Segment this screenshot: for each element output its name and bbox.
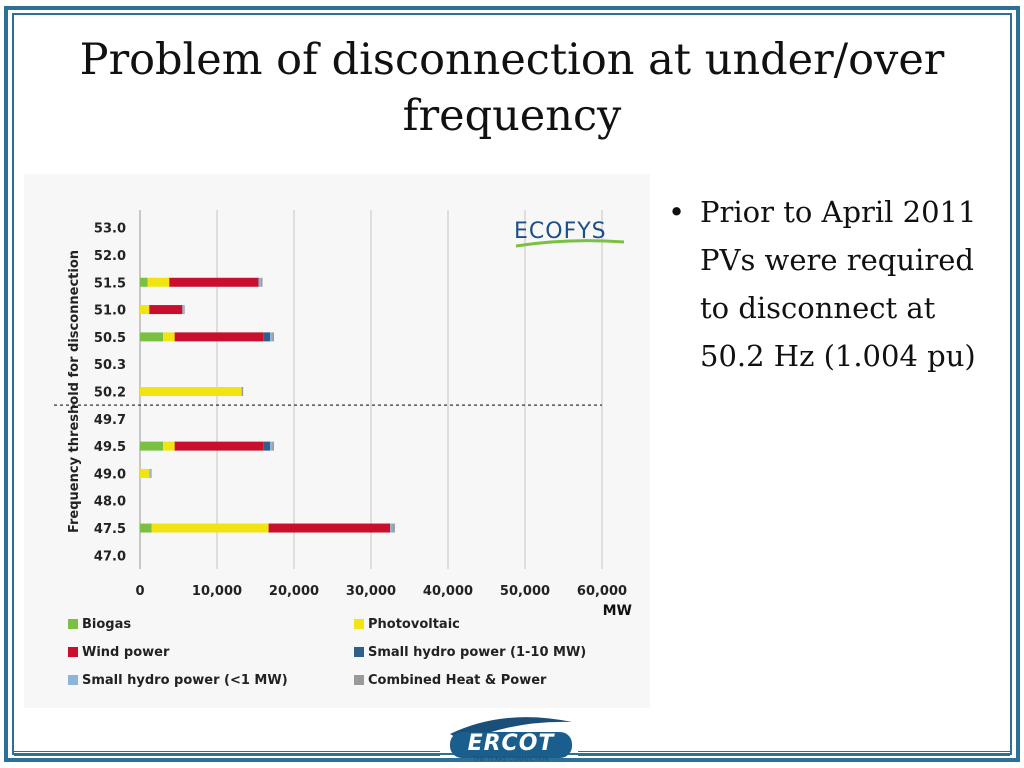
bar-segment bbox=[263, 441, 271, 451]
legend-swatch bbox=[68, 619, 78, 629]
legend-swatch bbox=[354, 675, 364, 685]
bullet-list: • Prior to April 2011 PVs were required … bbox=[660, 188, 978, 380]
chart-panel: 0 10,000 20,000 30,000 40,000 50,000 60,000 MW 5… bbox=[24, 174, 650, 708]
x-tick-label: 20,000 bbox=[269, 584, 319, 599]
y-tick-label: 50.5 bbox=[94, 331, 126, 346]
legend-swatch bbox=[354, 647, 364, 657]
y-tick-label: 51.0 bbox=[94, 304, 126, 319]
bullet-item: • Prior to April 2011 PVs were required … bbox=[660, 188, 978, 380]
bar-segment bbox=[263, 332, 271, 342]
y-axis-title: Frequency threshold for disconnection bbox=[67, 250, 82, 533]
y-tick-label: 50.3 bbox=[94, 358, 126, 373]
bar-segment bbox=[147, 277, 170, 287]
bar-segment bbox=[270, 441, 273, 451]
bar-segment bbox=[272, 441, 274, 451]
y-tick-label: 49.7 bbox=[94, 413, 126, 428]
slide-title: Problem of disconnection at under/over f… bbox=[79, 35, 945, 141]
bar-segment bbox=[183, 305, 185, 315]
legend-label: Small hydro power (1-10 MW) bbox=[368, 645, 586, 660]
bullet-symbol: • bbox=[668, 195, 686, 229]
bar-segment bbox=[163, 441, 175, 451]
ercot-wordmark: ERCOT bbox=[467, 731, 555, 756]
bar-segment bbox=[174, 332, 264, 342]
legend-label: Small hydro power (<1 MW) bbox=[82, 673, 288, 688]
bar-segment bbox=[182, 305, 184, 315]
bar-segment bbox=[390, 523, 393, 533]
ercot-swoosh-icon bbox=[450, 717, 572, 758]
bar-segment bbox=[163, 332, 175, 342]
legend-swatch bbox=[68, 647, 78, 657]
y-tick-label: 49.0 bbox=[94, 467, 126, 482]
y-tick-label: 51.5 bbox=[94, 276, 126, 291]
bar-segment bbox=[140, 441, 164, 451]
legend-label: Combined Heat & Power bbox=[368, 673, 547, 688]
x-tick-label: 30,000 bbox=[346, 584, 396, 599]
y-tick-label: 49.5 bbox=[94, 440, 126, 455]
legend-swatch bbox=[354, 619, 364, 629]
y-tick-label: 53.0 bbox=[94, 222, 126, 237]
ercot-tagline: THE TEXAS CONNECTION bbox=[473, 756, 549, 763]
bar-segment bbox=[151, 523, 269, 533]
x-tick-label: 10,000 bbox=[192, 584, 242, 599]
bar-segment bbox=[174, 441, 264, 451]
y-tick-label: 52.0 bbox=[94, 249, 126, 264]
bar-segment bbox=[140, 523, 152, 533]
x-tick-label: 50,000 bbox=[500, 584, 550, 599]
x-tick-label: 60,000 bbox=[577, 584, 627, 599]
bar-segment bbox=[149, 468, 151, 478]
legend-label: Photovoltaic bbox=[368, 617, 460, 632]
bar-segment bbox=[169, 277, 259, 287]
bar-segment bbox=[258, 277, 261, 287]
bar-segment bbox=[140, 332, 164, 342]
legend-label: Biogas bbox=[82, 617, 131, 632]
legend-swatch bbox=[68, 675, 78, 685]
x-tick-label: 0 bbox=[135, 584, 144, 599]
bar-segment bbox=[149, 305, 183, 315]
bar-segment bbox=[392, 523, 395, 533]
footer-rule-right bbox=[578, 751, 1010, 756]
y-tick-label: 47.5 bbox=[94, 522, 126, 537]
bar-segment bbox=[270, 332, 273, 342]
bar-segment bbox=[241, 387, 244, 396]
bullet-text: Prior to April 2011 PVs were required to… bbox=[700, 195, 977, 373]
y-tick-label: 48.0 bbox=[94, 495, 126, 510]
x-axis-label: MW bbox=[603, 603, 632, 619]
disconnection-frequency-chart: 0 10,000 20,000 30,000 40,000 50,000 60,000 MW 5… bbox=[54, 210, 632, 688]
bar-segment bbox=[140, 305, 150, 315]
footer-rule-left bbox=[14, 751, 440, 756]
bar-segment bbox=[140, 277, 148, 287]
bar-segment bbox=[260, 277, 263, 287]
x-tick-label: 40,000 bbox=[423, 584, 473, 599]
ercot-logo: ERCOT THE TEXAS CONNECTION bbox=[444, 712, 578, 768]
legend-label: Wind power bbox=[82, 645, 170, 660]
bar-segment bbox=[268, 523, 391, 533]
ecofys-swoosh-icon bbox=[515, 239, 625, 248]
bar-segment bbox=[150, 468, 152, 478]
bar-segment bbox=[272, 332, 274, 342]
y-tick-label: 50.2 bbox=[94, 386, 126, 401]
y-tick-label: 47.0 bbox=[94, 549, 126, 564]
bar-segment bbox=[140, 387, 242, 396]
bar-segment bbox=[140, 468, 150, 478]
